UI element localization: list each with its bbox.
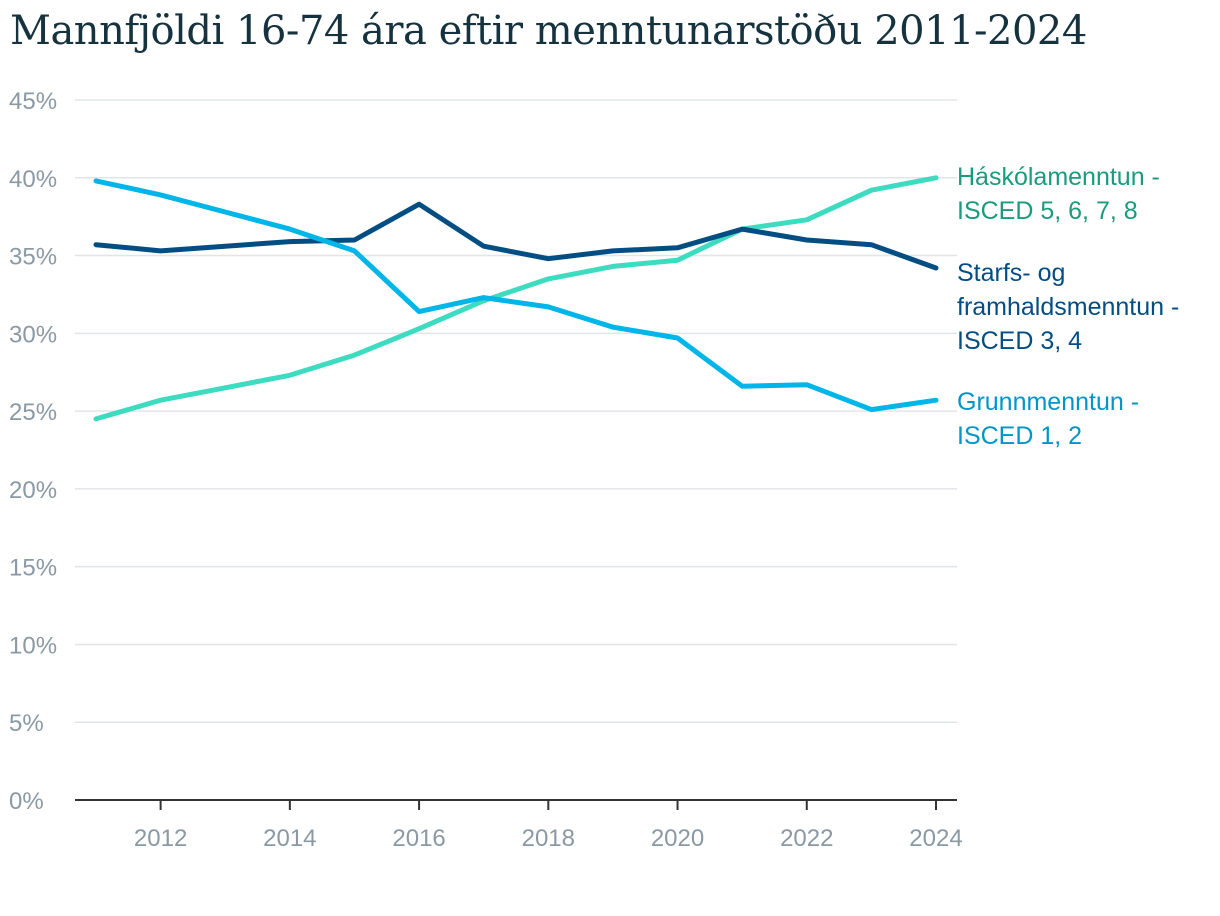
y-tick-label: 20% [9, 477, 57, 504]
data-point [934, 266, 938, 270]
data-point [869, 243, 873, 247]
data-point [159, 193, 163, 197]
x-axis: 2012 2014 2016 2018 2020 2022 2024 [75, 799, 963, 852]
y-tick-label: 25% [9, 399, 57, 426]
data-point [223, 244, 227, 248]
x-tick-label: 2014 [263, 825, 316, 852]
data-point [546, 257, 550, 261]
y-tick-label: 45% [9, 88, 57, 115]
data-point [288, 373, 292, 377]
series-label-1: Starfs- og framhaldsmenntun -ISCED 3, 4 [957, 259, 1179, 355]
data-point [94, 417, 98, 421]
data-point [934, 176, 938, 180]
data-point [159, 249, 163, 253]
data-point [740, 227, 744, 231]
data-point [482, 244, 486, 248]
data-point [676, 336, 680, 340]
series-line-1 [93, 201, 939, 271]
gridlines [75, 99, 957, 723]
x-tick-label: 2018 [522, 825, 575, 852]
data-point [934, 398, 938, 402]
data-point [611, 249, 615, 253]
data-point [482, 296, 486, 300]
y-tick-label: 15% [9, 555, 57, 582]
data-point [417, 310, 421, 314]
series-label-2: Grunnmenntun -ISCED 1, 2 [957, 388, 1139, 450]
y-tick-label: 0% [9, 788, 44, 815]
y-tick-label: 30% [9, 321, 57, 348]
y-tick-label: 40% [9, 166, 57, 193]
x-tick-label: 2024 [909, 825, 962, 852]
x-tick-label: 2016 [392, 825, 445, 852]
data-point [94, 243, 98, 247]
series-lines [93, 175, 939, 422]
data-point [869, 408, 873, 412]
data-point [611, 325, 615, 329]
data-point [740, 384, 744, 388]
x-tick-label: 2012 [134, 825, 187, 852]
data-point [352, 353, 356, 357]
data-point [223, 386, 227, 390]
y-axis-tick-labels: 0% 5% 10% 15% 20% 25% 30% 35% 40% 45% [9, 88, 57, 815]
data-point [288, 240, 292, 244]
data-point [611, 264, 615, 268]
data-point [223, 210, 227, 214]
data-point [805, 383, 809, 387]
data-point [352, 249, 356, 253]
series-line-0 [93, 175, 939, 422]
y-tick-label: 10% [9, 632, 57, 659]
series-label-0: Háskólamenntun -ISCED 5, 6, 7, 8 [957, 163, 1160, 225]
x-tick-label: 2020 [651, 825, 704, 852]
series-line-2 [93, 178, 939, 413]
data-point [869, 188, 873, 192]
data-point [676, 258, 680, 262]
data-point [805, 218, 809, 222]
y-tick-label: 5% [9, 710, 44, 737]
data-point [676, 246, 680, 250]
data-point [546, 277, 550, 281]
data-point [159, 398, 163, 402]
data-point [352, 238, 356, 242]
x-tick-label: 2022 [780, 825, 833, 852]
y-tick-label: 35% [9, 244, 57, 271]
data-point [288, 227, 292, 231]
data-point [417, 327, 421, 331]
data-point [805, 238, 809, 242]
data-point [417, 202, 421, 206]
data-point [94, 179, 98, 183]
chart-title: Mannfjöldi 16-74 ára eftir menntunarstöð… [10, 8, 1087, 54]
series-labels: Háskólamenntun -ISCED 5, 6, 7, 8 Starfs- … [957, 163, 1179, 450]
data-point [546, 305, 550, 309]
